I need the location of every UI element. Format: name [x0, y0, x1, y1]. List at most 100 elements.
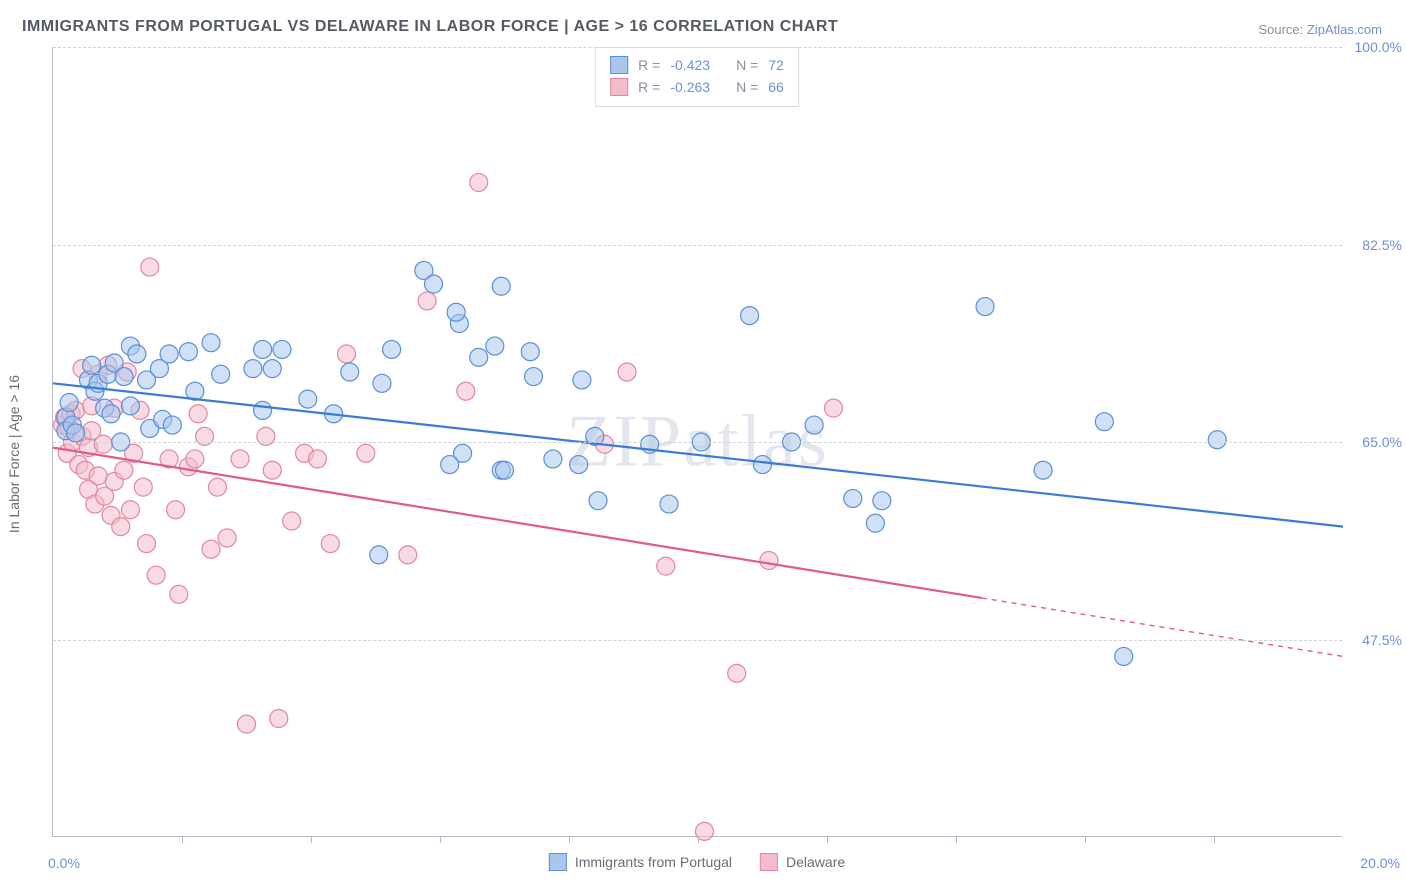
scatter-point	[167, 501, 185, 519]
scatter-point	[299, 390, 317, 408]
scatter-point	[263, 461, 281, 479]
stat-row-series2: R = -0.263 N = 66	[610, 76, 784, 98]
source-label: Source:	[1258, 22, 1306, 37]
scatter-point	[273, 340, 291, 358]
scatter-point	[147, 566, 165, 584]
scatter-point	[254, 401, 272, 419]
scatter-point	[189, 405, 207, 423]
scatter-point	[976, 298, 994, 316]
legend-label-series2: Delaware	[786, 854, 845, 870]
scatter-point	[844, 489, 862, 507]
scatter-point	[573, 371, 591, 389]
scatter-point	[263, 360, 281, 378]
scatter-point	[270, 710, 288, 728]
scatter-point	[441, 456, 459, 474]
scatter-point	[425, 275, 443, 293]
scatter-point	[308, 450, 326, 468]
scatter-point	[470, 173, 488, 191]
N-value-series2: 66	[768, 76, 784, 98]
R-label: R =	[638, 54, 660, 76]
scatter-point	[170, 585, 188, 603]
scatter-point	[470, 348, 488, 366]
trend-line-extrapolated	[982, 598, 1343, 656]
scatter-point	[589, 492, 607, 510]
legend-item-series1: Immigrants from Portugal	[549, 853, 732, 871]
scatter-point	[457, 382, 475, 400]
scatter-point	[134, 478, 152, 496]
xtick	[311, 836, 312, 843]
scatter-point	[60, 394, 78, 412]
scatter-point	[383, 340, 401, 358]
scatter-point	[657, 557, 675, 575]
scatter-point	[218, 529, 236, 547]
scatter-point	[254, 340, 272, 358]
scatter-point	[570, 456, 588, 474]
scatter-point	[486, 337, 504, 355]
scatter-point	[760, 552, 778, 570]
ytick-label: 100.0%	[1348, 39, 1402, 55]
scatter-point	[337, 345, 355, 363]
scatter-point	[244, 360, 262, 378]
swatch-series1-bottom	[549, 853, 567, 871]
scatter-point	[202, 540, 220, 558]
series-legend: Immigrants from Portugal Delaware	[549, 853, 845, 871]
scatter-point	[496, 461, 514, 479]
plot-area: ZIPatlas 100.0%82.5%65.0%47.5%	[52, 47, 1342, 837]
xtick	[827, 836, 828, 843]
ytick-label: 65.0%	[1348, 434, 1402, 450]
legend-label-series1: Immigrants from Portugal	[575, 854, 732, 870]
xtick	[1085, 836, 1086, 843]
xtick	[182, 836, 183, 843]
swatch-series1	[610, 56, 628, 74]
stat-row-series1: R = -0.423 N = 72	[610, 54, 784, 76]
source-attribution: Source: ZipAtlas.com	[1258, 22, 1382, 37]
scatter-point	[94, 435, 112, 453]
scatter-point	[1095, 413, 1113, 431]
R-label: R =	[638, 76, 660, 98]
scatter-point	[321, 535, 339, 553]
scatter-point	[67, 424, 85, 442]
gridline	[53, 245, 1342, 246]
scatter-point	[121, 397, 139, 415]
scatter-point	[525, 368, 543, 386]
chart-title: IMMIGRANTS FROM PORTUGAL VS DELAWARE IN …	[22, 18, 838, 36]
scatter-point	[202, 334, 220, 352]
legend-item-series2: Delaware	[760, 853, 845, 871]
xtick	[1214, 836, 1215, 843]
scatter-point	[163, 416, 181, 434]
scatter-point	[141, 258, 159, 276]
scatter-point	[112, 518, 130, 536]
source-value: ZipAtlas.com	[1307, 22, 1382, 37]
xtick	[440, 836, 441, 843]
N-label: N =	[736, 54, 758, 76]
correlation-stats-box: R = -0.423 N = 72 R = -0.263 N = 66	[595, 47, 799, 107]
scatter-point	[186, 450, 204, 468]
scatter-point	[128, 345, 146, 363]
scatter-point	[521, 343, 539, 361]
plot-container: ZIPatlas 100.0%82.5%65.0%47.5% R = -0.42…	[52, 47, 1342, 837]
xtick	[698, 836, 699, 843]
scatter-point	[1115, 647, 1133, 665]
xtick	[569, 836, 570, 843]
gridline	[53, 640, 1342, 641]
scatter-point	[824, 399, 842, 417]
scatter-point	[873, 492, 891, 510]
scatter-point	[754, 456, 772, 474]
scatter-point	[728, 664, 746, 682]
scatter-point	[1208, 431, 1226, 449]
scatter-point	[83, 356, 101, 374]
scatter-point	[283, 512, 301, 530]
N-value-series1: 72	[768, 54, 784, 76]
R-value-series1: -0.423	[670, 54, 710, 76]
scatter-point	[357, 444, 375, 462]
scatter-point	[418, 292, 436, 310]
scatter-point	[231, 450, 249, 468]
scatter-point	[805, 416, 823, 434]
scatter-point	[373, 374, 391, 392]
scatter-point	[741, 307, 759, 325]
y-axis-label: In Labor Force | Age > 16	[6, 375, 22, 533]
scatter-point	[660, 495, 678, 513]
xtick	[956, 836, 957, 843]
scatter-point	[544, 450, 562, 468]
scatter-point	[160, 345, 178, 363]
